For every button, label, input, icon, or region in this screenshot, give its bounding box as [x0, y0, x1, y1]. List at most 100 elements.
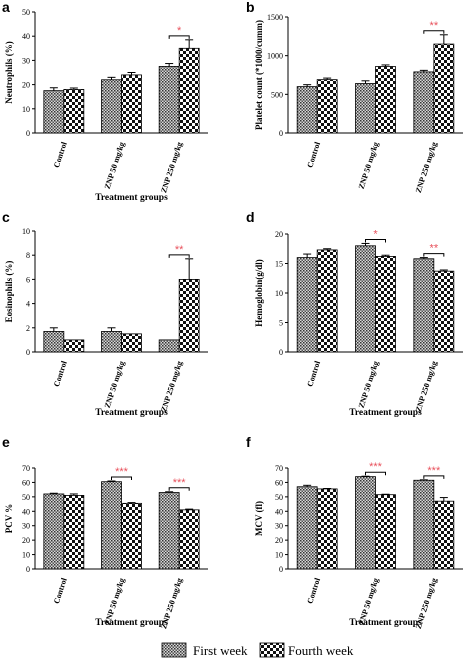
- bar-fourth-week: [63, 339, 85, 353]
- y-axis-label: MCV (fl): [254, 501, 264, 536]
- y-tick-label: 50: [275, 493, 283, 502]
- y-tick-label: 0: [26, 129, 30, 138]
- bar-fourth-week: [121, 333, 142, 353]
- category-label: ZNP 250 mg/kg: [414, 141, 439, 194]
- bar-fourth-week: [121, 502, 142, 570]
- y-tick-label: 10: [22, 551, 30, 560]
- significance-bracket: [365, 238, 386, 243]
- significance-marker: **: [430, 20, 439, 32]
- bar-first-week: [158, 339, 180, 353]
- y-tick-label: 50: [22, 493, 30, 502]
- y-tick-label: 20: [22, 81, 30, 90]
- bar-fourth-week: [178, 47, 200, 134]
- y-tick-label: 0: [279, 129, 283, 138]
- category-label: Control: [52, 359, 69, 388]
- panel-d: d 0 5 10 15 20 Hemoglobin(g/dl) Control ZNP 50 m…: [246, 209, 463, 418]
- bar-first-week: [413, 258, 435, 353]
- bar-first-week: [101, 481, 122, 570]
- y-axis-label: Platelet count (*1000/cumm): [254, 20, 264, 130]
- y-tick-label: 15: [275, 260, 283, 269]
- bar-fourth-week: [433, 43, 455, 134]
- category-label: ZNP 250 mg/kg: [159, 360, 184, 413]
- significance-bracket: [111, 476, 132, 480]
- y-axis-label: Neutrophils (%): [4, 41, 14, 104]
- category-label: Control: [52, 576, 69, 605]
- y-tick-label: 60: [275, 478, 283, 487]
- y-axis-label: Eosinophils (%): [4, 261, 14, 323]
- x-axis-label: Treatment groups: [95, 193, 168, 203]
- y-tick-label: 30: [22, 522, 30, 531]
- significance-marker: ***: [369, 461, 383, 473]
- y-tick-label: 20: [22, 536, 30, 545]
- significance-bracket: [168, 254, 190, 258]
- legend-label: First week: [193, 643, 248, 658]
- bar-fourth-week: [63, 89, 85, 134]
- bar-first-week: [43, 331, 65, 353]
- y-tick-label: 0: [26, 565, 30, 574]
- x-axis-label: Treatment groups: [95, 408, 168, 418]
- y-tick-label: 0: [279, 348, 283, 357]
- significance-bracket: [365, 471, 386, 476]
- bar-first-week: [101, 79, 122, 134]
- category-label: Control: [305, 576, 322, 605]
- significance-marker: *: [373, 228, 378, 240]
- y-tick-label: 70: [275, 464, 283, 473]
- bar-fourth-week: [316, 488, 338, 570]
- panel-a: a 0 10 20 30 40 50 Neutrophils (%) Control ZNP 50…: [2, 0, 208, 203]
- bar-first-week: [413, 71, 435, 134]
- y-tick-label: 50: [22, 8, 30, 17]
- bar-first-week: [355, 476, 376, 570]
- x-axis-label: Treatment groups: [95, 618, 168, 628]
- bar-first-week: [355, 83, 376, 134]
- y-tick-label: 10: [275, 289, 283, 298]
- y-tick-label: 20: [275, 230, 283, 239]
- legend-swatch: [161, 642, 187, 658]
- y-tick-label: 6: [26, 275, 30, 284]
- category-label: ZNP 50 mg/kg: [103, 141, 127, 190]
- bar-fourth-week: [316, 79, 338, 134]
- bar-first-week: [296, 486, 318, 570]
- y-tick-label: 20: [275, 536, 283, 545]
- bar-fourth-week: [63, 495, 85, 570]
- panel-c: c 0 2 4 6 8 10 Eosinophils (%) Control ZNP 50 mg/…: [2, 209, 208, 418]
- significance-bracket: [423, 475, 445, 479]
- bar-fourth-week: [375, 66, 396, 134]
- bar-first-week: [158, 492, 180, 570]
- x-axis-label: Treatment groups: [349, 618, 422, 628]
- y-tick-label: 30: [22, 56, 30, 65]
- legend-swatch: [259, 642, 285, 658]
- bar-fourth-week: [433, 270, 455, 353]
- bar-fourth-week: [433, 500, 455, 570]
- legend-item-first-week: First week: [161, 642, 248, 658]
- bar-fourth-week: [178, 278, 200, 353]
- bar-first-week: [355, 245, 376, 353]
- y-tick-label: 70: [22, 464, 30, 473]
- bar-first-week: [413, 479, 435, 570]
- panel-letter: d: [246, 209, 255, 225]
- legend-item-fourth-week: Fourth week: [259, 642, 354, 658]
- y-tick-label: 40: [22, 32, 30, 41]
- panel-letter: e: [2, 434, 10, 450]
- bar-fourth-week: [178, 509, 200, 570]
- category-label: ZNP 50 mg/kg: [357, 141, 381, 190]
- y-tick-label: 5: [279, 319, 283, 328]
- y-tick-label: 40: [22, 507, 30, 516]
- y-tick-label: 40: [275, 507, 283, 516]
- bar-first-week: [296, 257, 318, 353]
- bar-fourth-week: [316, 249, 338, 353]
- category-label: ZNP 50 mg/kg: [357, 360, 381, 409]
- y-tick-label: 10: [22, 227, 30, 236]
- x-axis-label: Treatment groups: [349, 408, 422, 418]
- significance-bracket: [168, 487, 190, 491]
- bar-first-week: [43, 493, 65, 570]
- category-label: ZNP 250 mg/kg: [159, 141, 184, 194]
- y-tick-label: 0: [26, 348, 30, 357]
- y-tick-label: 30: [275, 522, 283, 531]
- y-tick-label: 8: [26, 251, 30, 260]
- category-label: Control: [305, 140, 322, 169]
- panel-letter: a: [2, 0, 10, 15]
- y-tick-label: 500: [271, 90, 283, 99]
